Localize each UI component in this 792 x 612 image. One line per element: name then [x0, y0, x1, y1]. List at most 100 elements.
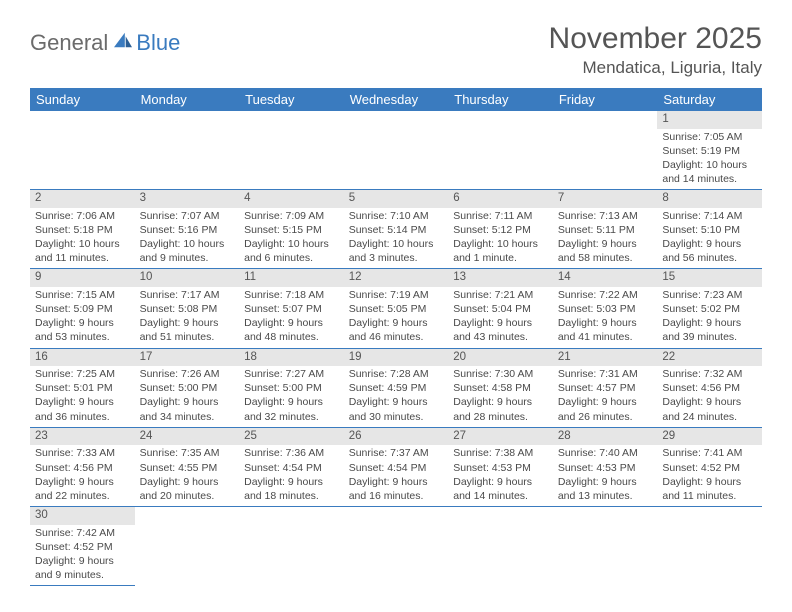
day-details: Sunrise: 7:19 AMSunset: 5:05 PMDaylight:… [344, 287, 449, 348]
day-details: Sunrise: 7:38 AMSunset: 4:53 PMDaylight:… [448, 445, 553, 506]
day-number: 26 [344, 428, 449, 446]
daylight-text: Daylight: 9 hours and 43 minutes. [453, 316, 548, 344]
location-subtitle: Mendatica, Liguria, Italy [549, 58, 762, 78]
day-number: 22 [657, 349, 762, 367]
sunset-text: Sunset: 4:52 PM [35, 540, 130, 554]
sail-icon [112, 31, 134, 49]
day-number: 14 [553, 269, 658, 287]
daylight-text: Daylight: 9 hours and 9 minutes. [35, 554, 130, 582]
day-details: Sunrise: 7:07 AMSunset: 5:16 PMDaylight:… [135, 208, 240, 269]
calendar-cell: 14Sunrise: 7:22 AMSunset: 5:03 PMDayligh… [553, 269, 658, 348]
day-details: Sunrise: 7:23 AMSunset: 5:02 PMDaylight:… [657, 287, 762, 348]
sunset-text: Sunset: 5:00 PM [140, 381, 235, 395]
day-number: 16 [30, 349, 135, 367]
calendar-cell: 18Sunrise: 7:27 AMSunset: 5:00 PMDayligh… [239, 348, 344, 427]
day-number: 25 [239, 428, 344, 446]
day-number: 29 [657, 428, 762, 446]
daylight-text: Daylight: 9 hours and 48 minutes. [244, 316, 339, 344]
calendar-cell: 25Sunrise: 7:36 AMSunset: 4:54 PMDayligh… [239, 427, 344, 506]
day-number: 24 [135, 428, 240, 446]
sunrise-text: Sunrise: 7:15 AM [35, 288, 130, 302]
day-number: 10 [135, 269, 240, 287]
day-details: Sunrise: 7:21 AMSunset: 5:04 PMDaylight:… [448, 287, 553, 348]
page-header: General Blue November 2025 Mendatica, Li… [30, 22, 762, 78]
calendar-cell [448, 507, 553, 586]
sunset-text: Sunset: 5:00 PM [244, 381, 339, 395]
calendar-cell: 6Sunrise: 7:11 AMSunset: 5:12 PMDaylight… [448, 190, 553, 269]
weekday-header: Saturday [657, 88, 762, 111]
sunrise-text: Sunrise: 7:11 AM [453, 209, 548, 223]
logo-text-general: General [30, 30, 108, 56]
sunrise-text: Sunrise: 7:09 AM [244, 209, 339, 223]
day-details: Sunrise: 7:37 AMSunset: 4:54 PMDaylight:… [344, 445, 449, 506]
sunset-text: Sunset: 4:54 PM [349, 461, 444, 475]
calendar-cell [239, 507, 344, 586]
daylight-text: Daylight: 9 hours and 24 minutes. [662, 395, 757, 423]
day-details: Sunrise: 7:41 AMSunset: 4:52 PMDaylight:… [657, 445, 762, 506]
day-details: Sunrise: 7:18 AMSunset: 5:07 PMDaylight:… [239, 287, 344, 348]
day-number: 5 [344, 190, 449, 208]
sunset-text: Sunset: 5:15 PM [244, 223, 339, 237]
calendar-cell [553, 111, 658, 190]
calendar-cell: 2Sunrise: 7:06 AMSunset: 5:18 PMDaylight… [30, 190, 135, 269]
sunset-text: Sunset: 4:59 PM [349, 381, 444, 395]
day-number: 20 [448, 349, 553, 367]
day-details: Sunrise: 7:42 AMSunset: 4:52 PMDaylight:… [30, 525, 135, 586]
logo-text-blue: Blue [136, 30, 180, 56]
sunset-text: Sunset: 5:10 PM [662, 223, 757, 237]
sunrise-text: Sunrise: 7:27 AM [244, 367, 339, 381]
calendar-cell [448, 111, 553, 190]
daylight-text: Daylight: 9 hours and 58 minutes. [558, 237, 653, 265]
daylight-text: Daylight: 9 hours and 36 minutes. [35, 395, 130, 423]
day-number: 3 [135, 190, 240, 208]
logo: General Blue [30, 22, 180, 56]
sunset-text: Sunset: 5:01 PM [35, 381, 130, 395]
calendar-cell: 19Sunrise: 7:28 AMSunset: 4:59 PMDayligh… [344, 348, 449, 427]
day-number: 13 [448, 269, 553, 287]
day-details: Sunrise: 7:05 AMSunset: 5:19 PMDaylight:… [657, 129, 762, 190]
day-details: Sunrise: 7:10 AMSunset: 5:14 PMDaylight:… [344, 208, 449, 269]
sunrise-text: Sunrise: 7:37 AM [349, 446, 444, 460]
daylight-text: Daylight: 9 hours and 13 minutes. [558, 475, 653, 503]
daylight-text: Daylight: 9 hours and 39 minutes. [662, 316, 757, 344]
daylight-text: Daylight: 9 hours and 53 minutes. [35, 316, 130, 344]
day-details: Sunrise: 7:27 AMSunset: 5:00 PMDaylight:… [239, 366, 344, 427]
calendar-row: 16Sunrise: 7:25 AMSunset: 5:01 PMDayligh… [30, 348, 762, 427]
sunset-text: Sunset: 5:08 PM [140, 302, 235, 316]
day-details: Sunrise: 7:09 AMSunset: 5:15 PMDaylight:… [239, 208, 344, 269]
day-details: Sunrise: 7:06 AMSunset: 5:18 PMDaylight:… [30, 208, 135, 269]
daylight-text: Daylight: 9 hours and 11 minutes. [662, 475, 757, 503]
day-number: 8 [657, 190, 762, 208]
daylight-text: Daylight: 9 hours and 16 minutes. [349, 475, 444, 503]
calendar-cell: 7Sunrise: 7:13 AMSunset: 5:11 PMDaylight… [553, 190, 658, 269]
day-number: 17 [135, 349, 240, 367]
sunrise-text: Sunrise: 7:18 AM [244, 288, 339, 302]
sunset-text: Sunset: 5:03 PM [558, 302, 653, 316]
day-number: 30 [30, 507, 135, 525]
daylight-text: Daylight: 9 hours and 18 minutes. [244, 475, 339, 503]
calendar-cell [239, 111, 344, 190]
calendar-cell: 1Sunrise: 7:05 AMSunset: 5:19 PMDaylight… [657, 111, 762, 190]
sunset-text: Sunset: 4:57 PM [558, 381, 653, 395]
sunrise-text: Sunrise: 7:40 AM [558, 446, 653, 460]
calendar-cell: 30Sunrise: 7:42 AMSunset: 4:52 PMDayligh… [30, 507, 135, 586]
calendar-cell: 9Sunrise: 7:15 AMSunset: 5:09 PMDaylight… [30, 269, 135, 348]
calendar-cell: 21Sunrise: 7:31 AMSunset: 4:57 PMDayligh… [553, 348, 658, 427]
calendar-cell [657, 507, 762, 586]
day-number: 27 [448, 428, 553, 446]
day-number: 1 [657, 111, 762, 129]
sunset-text: Sunset: 5:19 PM [662, 144, 757, 158]
calendar-cell: 12Sunrise: 7:19 AMSunset: 5:05 PMDayligh… [344, 269, 449, 348]
calendar-cell: 28Sunrise: 7:40 AMSunset: 4:53 PMDayligh… [553, 427, 658, 506]
day-details: Sunrise: 7:33 AMSunset: 4:56 PMDaylight:… [30, 445, 135, 506]
calendar-cell: 22Sunrise: 7:32 AMSunset: 4:56 PMDayligh… [657, 348, 762, 427]
sunset-text: Sunset: 5:02 PM [662, 302, 757, 316]
sunrise-text: Sunrise: 7:07 AM [140, 209, 235, 223]
daylight-text: Daylight: 10 hours and 3 minutes. [349, 237, 444, 265]
day-details: Sunrise: 7:17 AMSunset: 5:08 PMDaylight:… [135, 287, 240, 348]
calendar-cell: 4Sunrise: 7:09 AMSunset: 5:15 PMDaylight… [239, 190, 344, 269]
calendar-cell [30, 111, 135, 190]
daylight-text: Daylight: 9 hours and 41 minutes. [558, 316, 653, 344]
day-details: Sunrise: 7:40 AMSunset: 4:53 PMDaylight:… [553, 445, 658, 506]
sunset-text: Sunset: 4:53 PM [453, 461, 548, 475]
